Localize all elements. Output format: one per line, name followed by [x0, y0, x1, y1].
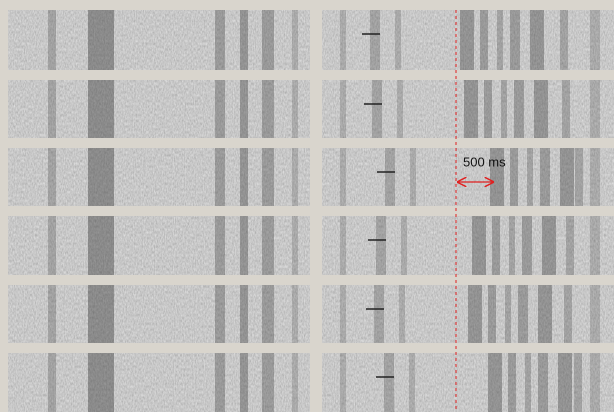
dark-band — [518, 285, 528, 343]
dark-band — [240, 285, 248, 343]
dark-band — [540, 148, 550, 206]
dark-band — [488, 285, 496, 343]
dark-band — [48, 353, 56, 412]
dark-band — [215, 285, 225, 343]
dark-band — [292, 216, 298, 275]
dark-band — [340, 285, 346, 343]
dark-band — [292, 285, 298, 343]
dark-band — [409, 353, 415, 412]
dark-band — [215, 148, 225, 206]
dark-band — [530, 10, 544, 70]
dark-band — [538, 285, 552, 343]
dark-band — [262, 80, 274, 138]
dark-band — [215, 216, 225, 275]
dark-band — [340, 148, 346, 206]
dark-band — [522, 216, 532, 275]
dark-band — [292, 353, 298, 412]
dark-band — [590, 353, 600, 412]
dark-band — [215, 353, 225, 412]
dark-band — [510, 10, 520, 70]
dark-band — [262, 353, 274, 412]
dark-band — [385, 148, 395, 206]
dark-band — [514, 80, 524, 138]
dark-band — [374, 285, 384, 343]
dark-band — [480, 10, 488, 70]
dark-band — [510, 148, 518, 206]
dark-band — [340, 80, 346, 138]
dark-band — [88, 148, 114, 206]
dark-band — [372, 80, 382, 138]
dark-band — [370, 10, 380, 70]
dark-band — [501, 80, 507, 138]
dark-band — [292, 10, 298, 70]
dark-band — [497, 10, 503, 70]
dark-band — [472, 216, 486, 275]
dark-band — [340, 353, 346, 412]
dark-band — [564, 285, 572, 343]
dark-band — [340, 10, 346, 70]
dark-band — [574, 353, 582, 412]
dark-band — [590, 285, 600, 343]
dark-band — [410, 148, 416, 206]
dark-band — [262, 285, 274, 343]
dark-band — [509, 216, 515, 275]
dark-band — [88, 216, 114, 275]
figure: 500 ms — [0, 0, 614, 412]
dark-band — [558, 353, 572, 412]
dark-band — [340, 216, 346, 275]
dark-band — [397, 80, 403, 138]
dark-band — [525, 353, 531, 412]
dark-band — [292, 80, 298, 138]
dark-band — [488, 353, 502, 412]
dark-band — [566, 216, 574, 275]
duration-label: 500 ms — [463, 154, 506, 169]
dark-band — [88, 10, 114, 70]
dark-band — [88, 80, 114, 138]
dark-band — [215, 80, 225, 138]
dark-band — [376, 216, 386, 275]
dark-band — [240, 216, 248, 275]
dark-band — [262, 10, 274, 70]
dark-band — [575, 148, 583, 206]
dark-band — [484, 80, 492, 138]
dark-band — [240, 148, 248, 206]
dark-band — [240, 353, 248, 412]
dark-band — [262, 216, 274, 275]
dark-band — [560, 148, 574, 206]
dark-band — [590, 216, 600, 275]
dark-band — [48, 80, 56, 138]
dark-band — [542, 216, 556, 275]
dark-band — [527, 148, 533, 206]
dark-band — [562, 80, 570, 138]
dark-band — [492, 216, 500, 275]
dark-band — [48, 216, 56, 275]
dark-band — [590, 10, 600, 70]
dark-band — [240, 80, 248, 138]
dark-band — [48, 285, 56, 343]
dark-band — [590, 80, 600, 138]
dark-band — [215, 10, 225, 70]
dark-band — [240, 10, 248, 70]
dark-band — [88, 285, 114, 343]
dark-band — [384, 353, 394, 412]
dark-band — [401, 216, 407, 275]
dark-band — [590, 148, 600, 206]
dark-band — [534, 80, 548, 138]
dark-band — [505, 285, 511, 343]
dark-band — [48, 10, 56, 70]
dark-band — [262, 148, 274, 206]
dark-band — [508, 353, 516, 412]
dark-band — [464, 80, 478, 138]
dark-band — [48, 148, 56, 206]
dark-band — [88, 353, 114, 412]
dark-band — [460, 10, 474, 70]
dark-band — [399, 285, 405, 343]
dark-band — [292, 148, 298, 206]
dark-band — [395, 10, 401, 70]
dark-band — [538, 353, 548, 412]
dark-band — [468, 285, 482, 343]
dark-band — [560, 10, 568, 70]
page: {"annotation": {"label": "500 ms"}} 500 … — [0, 0, 614, 412]
